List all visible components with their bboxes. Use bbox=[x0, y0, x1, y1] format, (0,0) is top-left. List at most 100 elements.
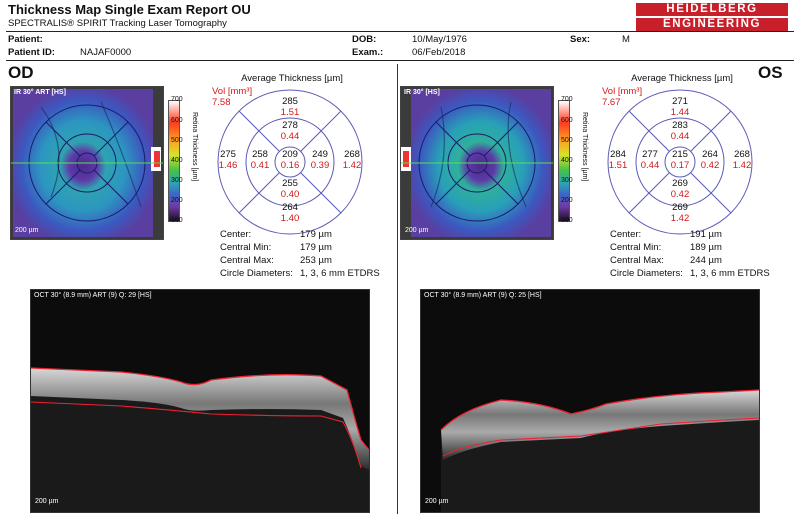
od-etdrs-outer-left-volume: 1.46 bbox=[218, 160, 238, 171]
os-cb-500: 500 bbox=[561, 137, 573, 144]
od-etdrs-inner-superior-volume: 0.44 bbox=[280, 131, 300, 142]
os-center-value: 191 µm bbox=[690, 229, 722, 240]
patient-id-label: Patient ID: bbox=[8, 47, 55, 58]
od-etdrs-inner-left: 258 0.41 bbox=[244, 149, 276, 171]
os-oct-scan: OCT 30° (8.9 mm) ART (9) Q: 25 [HS] 200 … bbox=[420, 289, 760, 513]
od-vol-value: 7.58 bbox=[212, 97, 231, 108]
od-etdrs-outer-inferior-thickness: 264 bbox=[282, 202, 298, 213]
od-etdrs-outer-superior-thickness: 285 bbox=[282, 96, 298, 107]
od-etdrs-outer-right-thickness: 268 bbox=[344, 149, 360, 160]
od-fundus-scale: 200 µm bbox=[15, 227, 39, 234]
report-title: Thickness Map Single Exam Report OU bbox=[8, 2, 251, 17]
os-stats: Center: 191 µm Central Min: 189 µm Central… bbox=[610, 229, 770, 281]
os-cb-200: 200 bbox=[561, 197, 573, 204]
os-cb-700: 700 bbox=[561, 96, 573, 103]
patient-label: Patient: bbox=[8, 34, 43, 45]
os-diam-label: Circle Diameters: bbox=[610, 268, 683, 279]
od-diam-value: 1, 3, 6 mm ETDRS bbox=[300, 268, 380, 279]
os-etdrs-inner-inferior-volume: 0.42 bbox=[670, 189, 690, 200]
os-etdrs-center: 215 0.17 bbox=[664, 149, 696, 171]
os-etdrs-inner-left-thickness: 277 bbox=[642, 149, 658, 160]
os-etdrs-inner-right: 264 0.42 bbox=[694, 149, 726, 171]
os-cmax-value: 244 µm bbox=[690, 255, 722, 266]
os-etdrs-title: Average Thickness [µm] bbox=[631, 73, 733, 84]
od-etdrs-inner-right-volume: 0.39 bbox=[310, 160, 330, 171]
dob-label: DOB: bbox=[352, 34, 377, 45]
os-center-label: Center: bbox=[610, 229, 642, 240]
patient-id-value: NAJAF0000 bbox=[80, 47, 132, 58]
od-oct-label: OCT 30° (8.9 mm) ART (9) Q: 29 [HS] bbox=[34, 292, 152, 299]
os-etdrs-center-volume: 0.17 bbox=[670, 160, 690, 171]
os-cb-600: 600 bbox=[561, 117, 573, 124]
od-etdrs-outer-left-thickness: 275 bbox=[220, 149, 236, 160]
patient-divider bbox=[6, 60, 794, 61]
os-eye-label: OS bbox=[758, 63, 783, 82]
od-cmin-label: Central Min: bbox=[220, 242, 272, 253]
os-etdrs-inner-superior-volume: 0.44 bbox=[670, 131, 690, 142]
od-oct-scan: OCT 30° (8.9 mm) ART (9) Q: 29 [HS] 200 … bbox=[30, 289, 370, 513]
os-etdrs-outer-inferior-thickness: 269 bbox=[672, 202, 688, 213]
od-center-label: Center: bbox=[220, 229, 252, 240]
os-oct-label: OCT 30° (8.9 mm) ART (9) Q: 25 [HS] bbox=[424, 292, 542, 299]
od-etdrs-inner-right-thickness: 249 bbox=[312, 149, 328, 160]
os-oct-scale: 200 µm bbox=[425, 498, 449, 505]
os-etdrs-outer-inferior: 269 1.42 bbox=[664, 202, 696, 224]
od-etdrs-center: 209 0.16 bbox=[274, 149, 306, 171]
os-color-scale bbox=[558, 100, 570, 222]
os-etdrs-outer-superior: 271 1.44 bbox=[664, 96, 696, 118]
sex-value: M bbox=[622, 34, 630, 45]
os-etdrs-outer-right: 268 1.42 bbox=[726, 149, 758, 171]
od-cb-300: 300 bbox=[171, 177, 183, 184]
os-etdrs-outer-left-volume: 1.51 bbox=[608, 160, 628, 171]
exam-value: 06/Feb/2018 bbox=[412, 47, 466, 58]
od-fundus-label: IR 30° ART [HS] bbox=[14, 89, 66, 96]
od-vol-label: Vol [mm³] bbox=[212, 86, 253, 97]
logo-line-2: ENGINEERING bbox=[636, 18, 788, 31]
os-fundus-image: IR 30° [HS] 200 µm bbox=[400, 86, 554, 240]
os-cb-title: Retina Thickness [µm] bbox=[581, 112, 588, 182]
os-cb-400: 400 bbox=[561, 157, 573, 164]
os-etdrs-outer-superior-thickness: 271 bbox=[672, 96, 688, 107]
os-etdrs-inner-superior: 283 0.44 bbox=[664, 120, 696, 142]
od-etdrs-inner-right: 249 0.39 bbox=[304, 149, 336, 171]
od-diam-label: Circle Diameters: bbox=[220, 268, 293, 279]
od-cb-100: 100 bbox=[171, 217, 183, 224]
od-etdrs-outer-right: 268 1.42 bbox=[336, 149, 368, 171]
od-etdrs-outer-superior-volume: 1.51 bbox=[280, 107, 300, 118]
os-cmax-label: Central Max: bbox=[610, 255, 664, 266]
os-etdrs-center-thickness: 215 bbox=[672, 149, 688, 160]
od-etdrs-inner-left-volume: 0.41 bbox=[250, 160, 270, 171]
od-etdrs-title: Average Thickness [µm] bbox=[241, 73, 343, 84]
od-etdrs-inner-left-thickness: 258 bbox=[252, 149, 268, 160]
os-etdrs-inner-right-volume: 0.42 bbox=[700, 160, 720, 171]
os-cmin-label: Central Min: bbox=[610, 242, 662, 253]
os-cmin-value: 189 µm bbox=[690, 242, 722, 253]
os-etdrs-inner-left-volume: 0.44 bbox=[640, 160, 660, 171]
os-etdrs-outer-superior-volume: 1.44 bbox=[670, 107, 690, 118]
od-fundus-image: IR 30° ART [HS] 200 µm bbox=[10, 86, 164, 240]
eye-separator bbox=[397, 64, 398, 514]
od-stats: Center: 179 µm Central Min: 179 µm Central… bbox=[220, 229, 380, 281]
os-etdrs-outer-left: 284 1.51 bbox=[602, 149, 634, 171]
od-cb-700: 700 bbox=[171, 96, 183, 103]
od-etdrs-center-volume: 0.16 bbox=[280, 160, 300, 171]
od-etdrs-outer-inferior: 264 1.40 bbox=[274, 202, 306, 224]
od-cmax-label: Central Max: bbox=[220, 255, 274, 266]
od-etdrs-grid: 285 1.51 278 0.44 209 0.16 255 0.40 264 1.40 275 1.… bbox=[214, 86, 366, 238]
od-etdrs-inner-superior: 278 0.44 bbox=[274, 120, 306, 142]
report-subtitle: SPECTRALIS® SPIRIT Tracking Laser Tomogr… bbox=[8, 18, 227, 29]
os-vol-value: 7.67 bbox=[602, 97, 621, 108]
os-etdrs-inner-right-thickness: 264 bbox=[702, 149, 718, 160]
os-etdrs-outer-right-volume: 1.42 bbox=[732, 160, 752, 171]
od-cb-600: 600 bbox=[171, 117, 183, 124]
od-etdrs-inner-inferior: 255 0.40 bbox=[274, 178, 306, 200]
od-cmax-value: 253 µm bbox=[300, 255, 332, 266]
heidelberg-logo: HEIDELBERG ENGINEERING bbox=[636, 3, 788, 33]
os-cb-100: 100 bbox=[561, 217, 573, 224]
logo-line-1: HEIDELBERG bbox=[636, 3, 788, 16]
od-cmin-value: 179 µm bbox=[300, 242, 332, 253]
os-etdrs-grid: 271 1.44 283 0.44 215 0.17 269 0.42 269 1.42 284 1.… bbox=[604, 86, 756, 238]
os-etdrs-inner-superior-thickness: 283 bbox=[672, 120, 688, 131]
od-cb-500: 500 bbox=[171, 137, 183, 144]
od-etdrs-inner-inferior-volume: 0.40 bbox=[280, 189, 300, 200]
